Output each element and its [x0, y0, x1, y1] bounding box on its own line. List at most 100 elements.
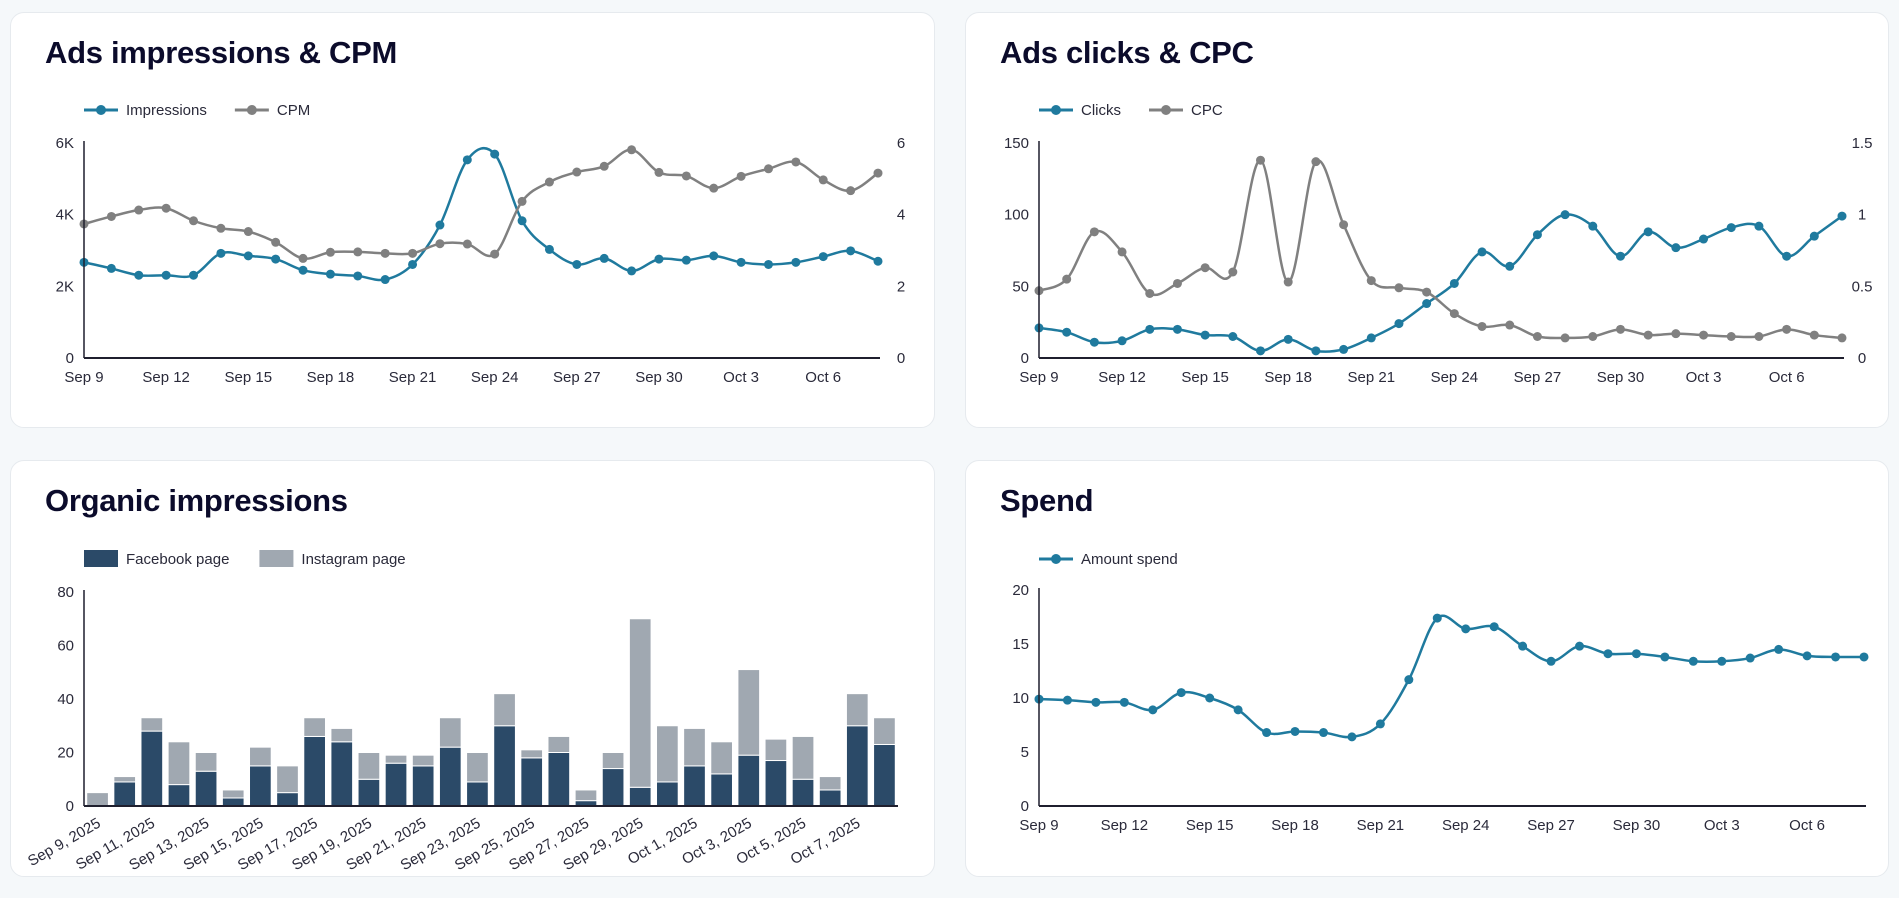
data-point-cpc: [1200, 263, 1210, 273]
data-point-cpc: [1505, 320, 1515, 330]
bar-instagram-page: [194, 752, 218, 772]
bar-instagram-page: [818, 776, 842, 791]
data-point-clicks: [1089, 337, 1099, 347]
bar-facebook-page: [601, 768, 625, 807]
data-point-impressions: [736, 257, 746, 267]
x-tick-label: Sep 21: [1357, 817, 1405, 834]
x-tick-label: Sep 27: [553, 369, 601, 386]
x-tick-label: Sep 9: [1019, 369, 1058, 386]
data-point-clicks: [1643, 227, 1653, 237]
series-line-amount spend: [1038, 614, 1865, 739]
x-tick-label: Sep 18: [307, 369, 355, 386]
data-point-impressions: [490, 149, 500, 159]
data-point-cpc: [1394, 283, 1404, 293]
data-point-clicks: [1782, 251, 1792, 261]
y-tick-label: 40: [57, 691, 74, 708]
data-point-impressions: [791, 257, 801, 267]
data-point-cpm: [435, 239, 445, 249]
bar-instagram-page: [357, 752, 381, 780]
bar-facebook-page: [845, 725, 869, 807]
x-tick-label: Oct 3: [1686, 369, 1722, 386]
data-point-impressions: [298, 265, 308, 275]
data-point-impressions: [271, 254, 281, 264]
bar-instagram-page: [873, 717, 896, 745]
data-point-impressions: [873, 256, 883, 266]
legend-label: Facebook page: [126, 551, 229, 568]
data-point-cpc: [1615, 324, 1625, 334]
data-point-cpc: [1062, 274, 1072, 284]
x-tick-label: Sep 9: [64, 369, 103, 386]
data-point-cpm: [271, 237, 281, 247]
data-point-amount-spend: [1518, 641, 1528, 651]
legend-swatch: [84, 550, 118, 567]
series-line-impressions: [83, 146, 879, 282]
data-point-amount-spend: [1489, 622, 1499, 632]
data-point-amount-spend: [1461, 624, 1471, 634]
data-point-clicks: [1062, 327, 1072, 337]
legend-marker: [1161, 105, 1171, 115]
data-point-amount-spend: [1745, 653, 1755, 663]
data-point-clicks: [1837, 211, 1847, 221]
x-tick-label: Sep 18: [1271, 817, 1319, 834]
x-tick-label: Oct 6: [1769, 369, 1805, 386]
data-point-cpm: [490, 249, 500, 259]
x-tick-label: Sep 24: [471, 369, 519, 386]
data-point-cpc: [1754, 332, 1764, 341]
bar-facebook-page: [710, 773, 733, 807]
data-point-impressions: [681, 255, 691, 265]
bar-instagram-page: [845, 693, 869, 727]
data-point-amount-spend: [1603, 649, 1613, 659]
bar-instagram-page: [249, 746, 272, 767]
data-point-amount-spend: [1233, 705, 1243, 715]
data-point-clicks: [1477, 247, 1487, 257]
data-point-impressions: [325, 269, 335, 279]
bar-instagram-page: [656, 725, 679, 783]
x-tick-label: Sep 27: [1514, 369, 1562, 386]
data-point-cpm: [599, 161, 609, 171]
data-point-clicks: [1145, 324, 1155, 334]
data-point-clicks: [1422, 299, 1432, 309]
data-point-cpc: [1145, 289, 1155, 298]
data-point-cpc: [1339, 220, 1349, 230]
y-tick-label: 100: [1004, 207, 1029, 224]
data-point-amount-spend: [1205, 693, 1215, 703]
data-point-impressions: [599, 253, 609, 263]
bar-instagram-page: [411, 754, 435, 767]
data-point-impressions: [380, 275, 390, 285]
data-point-amount-spend: [1717, 656, 1727, 666]
data-point-cpm: [544, 177, 554, 187]
bar-instagram-page: [303, 717, 326, 737]
bar-instagram-page: [628, 618, 652, 788]
bar-facebook-page: [113, 781, 137, 807]
data-point-amount-spend: [1404, 675, 1414, 685]
y-tick-label: 4K: [56, 207, 74, 224]
bar-facebook-page: [384, 762, 408, 807]
y-tick-label: 6K: [56, 135, 74, 152]
bar-instagram-page: [221, 789, 245, 799]
data-point-clicks: [1172, 324, 1182, 334]
data-point-clicks: [1505, 261, 1515, 271]
bar-instagram-page: [520, 749, 544, 759]
bar-facebook-page: [330, 741, 354, 807]
bar-instagram-page: [791, 735, 815, 780]
data-point-cpm: [380, 248, 390, 258]
data-point-cpm: [216, 223, 226, 233]
data-point-clicks: [1394, 319, 1404, 329]
x-tick-label: Oct 6: [805, 369, 841, 386]
x-tick-label: Sep 12: [1098, 369, 1146, 386]
x-tick-label: Sep 30: [635, 369, 683, 386]
bar-facebook-page: [628, 786, 652, 807]
y-tick-label: 50: [1012, 278, 1029, 295]
bar-facebook-page: [737, 754, 761, 807]
x-tick-label: Oct 3: [1704, 817, 1740, 834]
legend-label: Clicks: [1081, 102, 1121, 119]
data-point-cpm: [106, 211, 116, 221]
data-point-impressions: [161, 270, 171, 280]
bar-facebook-page: [656, 781, 679, 807]
bar-facebook-page: [167, 784, 191, 807]
x-tick-label: Sep 12: [1101, 817, 1149, 834]
data-point-amount-spend: [1802, 651, 1812, 661]
data-point-cpc: [1311, 157, 1321, 167]
data-point-amount-spend: [1347, 732, 1357, 742]
x-tick-label: Sep 27: [1527, 817, 1575, 834]
